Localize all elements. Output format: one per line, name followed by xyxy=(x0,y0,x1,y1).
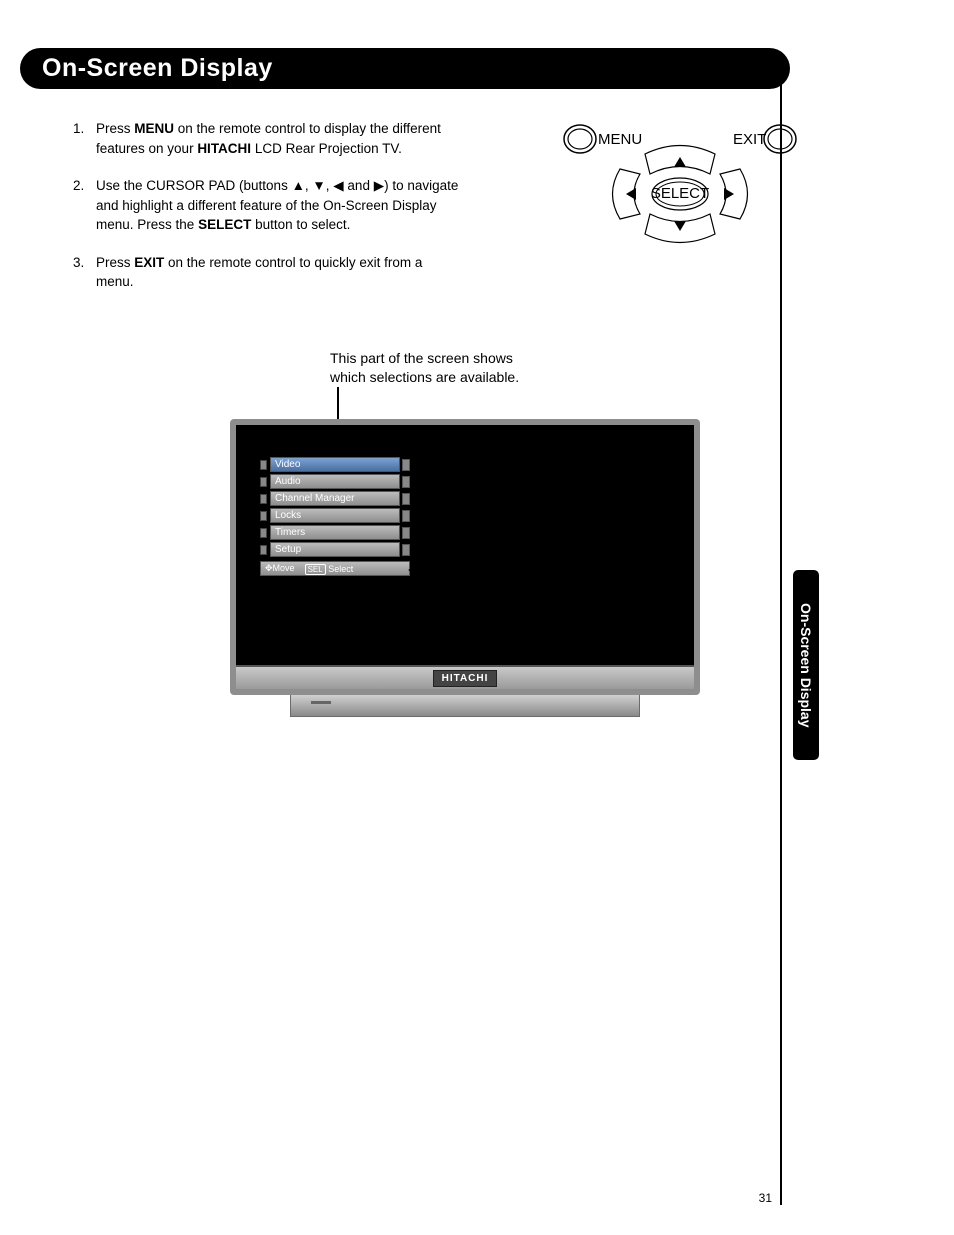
tv-brand-logo: HITACHI xyxy=(433,670,498,687)
osd-item-locks: Locks xyxy=(270,508,400,523)
osd-item-setup: Setup xyxy=(270,542,400,557)
osd-item-video: Video xyxy=(270,457,400,472)
side-tab: On-Screen Display xyxy=(793,570,819,760)
select-label: SELECT xyxy=(651,185,709,202)
caption-right: This part of the screen shows which Remo… xyxy=(440,539,620,594)
step-1: Press MENU on the remote control to disp… xyxy=(88,119,460,158)
tv-bezel: HITACHI xyxy=(236,665,694,689)
osd-footer: ✥Move SEL Select xyxy=(260,561,410,576)
osd-menu: Video Audio Channel Manager Locks Timers… xyxy=(260,457,410,576)
osd-item-audio: Audio xyxy=(270,474,400,489)
tv-stand xyxy=(290,695,640,717)
remote-pad-diagram: MENU EXIT SELECT xyxy=(550,119,810,259)
step-2: Use the CURSOR PAD (buttons ▲, ▼, ◀ and … xyxy=(88,176,460,235)
instruction-list: Press MENU on the remote control to disp… xyxy=(70,119,460,292)
caption-top: This part of the screen shows which sele… xyxy=(330,349,519,387)
menu-label: MENU xyxy=(598,131,642,148)
exit-label: EXIT xyxy=(733,131,766,148)
page-number: 31 xyxy=(759,1191,772,1205)
osd-item-timers: Timers xyxy=(270,525,400,540)
osd-item-channel: Channel Manager xyxy=(270,491,400,506)
section-header: On-Screen Display xyxy=(20,48,790,89)
section-title: On-Screen Display xyxy=(42,54,768,83)
margin-rule xyxy=(780,52,782,1205)
step-3: Press EXIT on the remote control to quic… xyxy=(88,253,460,292)
